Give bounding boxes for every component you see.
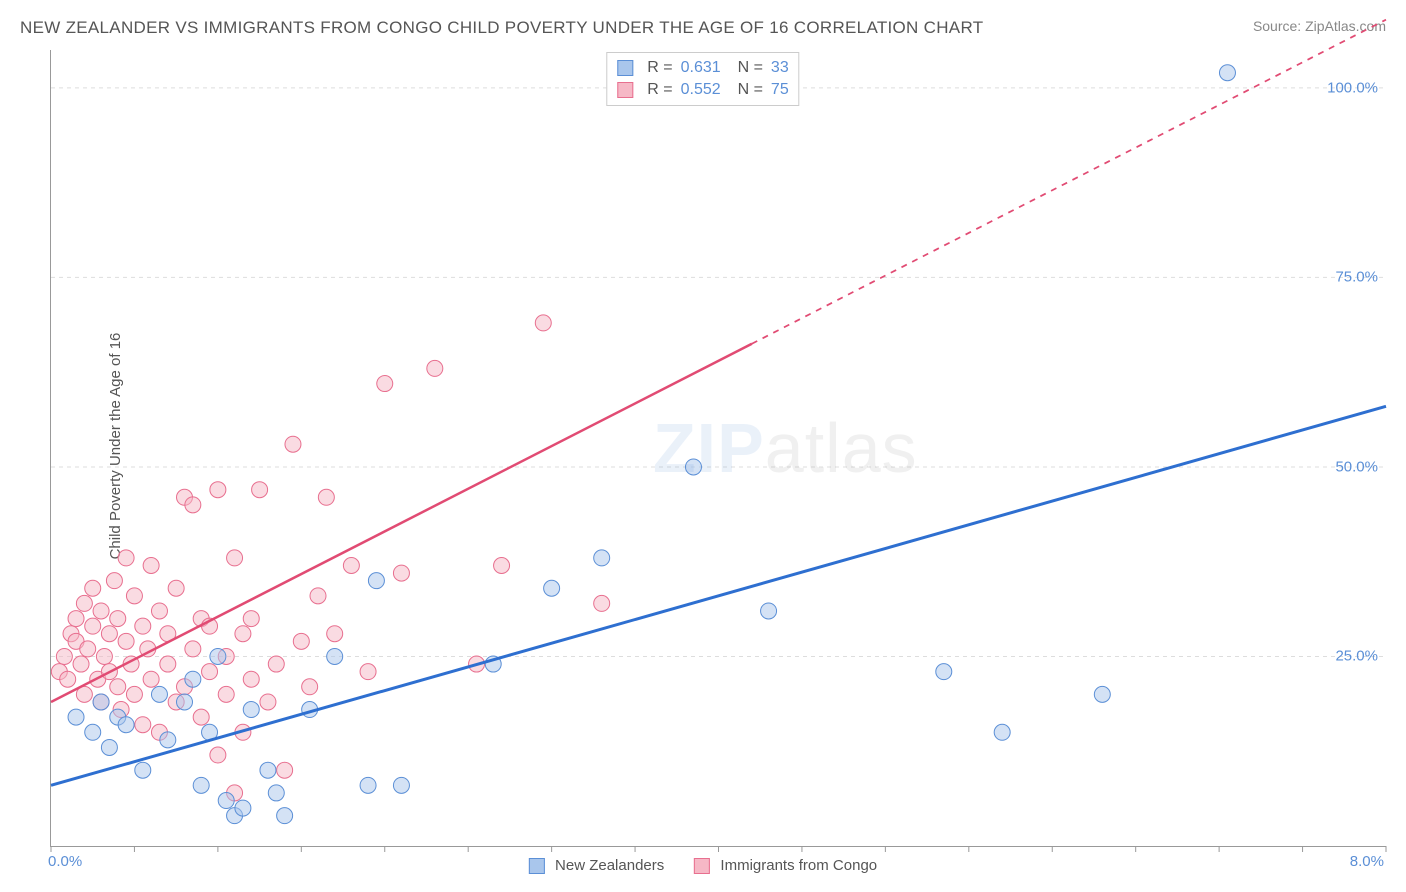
legend-swatch-2	[694, 858, 710, 874]
plot-area: ZIPatlas 25.0%50.0%75.0%100.0%	[50, 50, 1386, 847]
legend-label-1: New Zealanders	[555, 857, 664, 874]
bottom-legend: New Zealanders Immigrants from Congo	[529, 857, 877, 874]
stats-r-label-1: R =	[647, 59, 672, 77]
stats-n-label-1: N =	[729, 59, 763, 77]
stats-r-val-2: 0.552	[681, 81, 721, 99]
legend-item-1: New Zealanders	[529, 857, 664, 874]
source-label: Source: ZipAtlas.com	[1253, 18, 1386, 34]
stats-n-val-1: 33	[771, 59, 789, 77]
stats-n-val-2: 75	[771, 81, 789, 99]
y-tick-label: 50.0%	[1335, 458, 1378, 475]
stats-r-val-1: 0.631	[681, 59, 721, 77]
legend-label-2: Immigrants from Congo	[720, 857, 877, 874]
stats-row-2: R = 0.552 N = 75	[617, 79, 788, 101]
x-tick-max: 8.0%	[1350, 853, 1384, 870]
x-tick-min: 0.0%	[48, 853, 82, 870]
chart-container: NEW ZEALANDER VS IMMIGRANTS FROM CONGO C…	[0, 0, 1406, 892]
y-tick-label: 75.0%	[1335, 269, 1378, 286]
plot-svg	[51, 50, 1386, 846]
y-tick-label: 100.0%	[1327, 79, 1378, 96]
stats-swatch-1	[617, 60, 633, 76]
stats-swatch-2	[617, 82, 633, 98]
stats-box: R = 0.631 N = 33 R = 0.552 N = 75	[606, 52, 799, 106]
chart-title: NEW ZEALANDER VS IMMIGRANTS FROM CONGO C…	[20, 18, 983, 38]
stats-r-label-2: R =	[647, 81, 672, 99]
legend-item-2: Immigrants from Congo	[694, 857, 877, 874]
stats-row-1: R = 0.631 N = 33	[617, 57, 788, 79]
stats-n-label-2: N =	[729, 81, 763, 99]
legend-swatch-1	[529, 858, 545, 874]
y-tick-label: 25.0%	[1335, 648, 1378, 665]
